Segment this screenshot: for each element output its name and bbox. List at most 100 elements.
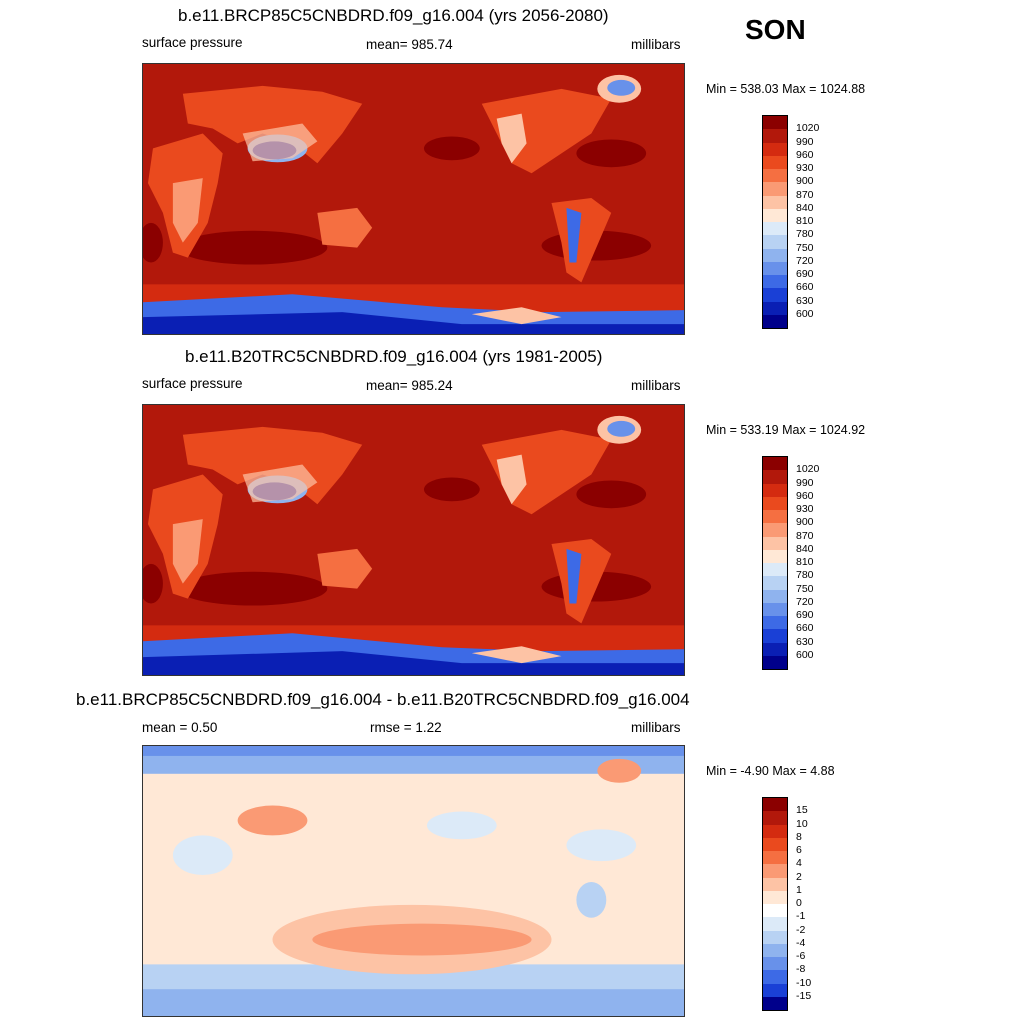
colorbar-tick-label: -15: [796, 989, 812, 1002]
colorbar-tick-label: 810: [796, 215, 814, 227]
colorbar-swatch: [763, 483, 787, 497]
colorbar-tick-label: 660: [796, 281, 814, 294]
colorbar-swatch: [763, 616, 787, 630]
colorbar-swatch: [763, 642, 787, 656]
colorbar-tick-label: 690: [796, 609, 814, 621]
colorbar-tick-label: -1: [796, 910, 806, 923]
colorbar-swatch: [763, 470, 787, 484]
colorbar-swatch: [763, 222, 787, 236]
colorbar-swatch: [763, 155, 787, 169]
map-difference: [142, 745, 685, 1017]
colorbar-tick-label: 840: [796, 201, 814, 214]
colorbar-tick-label: 1020: [796, 463, 820, 476]
colorbar-swatch: [763, 917, 787, 931]
colorbar-swatch: [763, 169, 787, 183]
colorbar-swatch: [763, 261, 787, 275]
colorbar-tick-label: -2: [796, 923, 806, 936]
minmax-label: Min = 533.19 Max = 1024.92: [706, 423, 866, 437]
field-label: surface pressure: [142, 35, 243, 50]
colorbar-tick-label: 870: [796, 188, 814, 201]
colorbar-tick-label: 2: [796, 870, 802, 883]
colorbar-swatch: [763, 824, 787, 838]
colorbar-tick-label: 4: [796, 857, 802, 870]
colorbar-swatch: [763, 904, 787, 918]
colorbar-tick-label: 930: [796, 503, 814, 515]
colorbar-swatch: [763, 248, 787, 262]
colorbar-tick-label: 15: [796, 804, 808, 817]
colorbar-swatch: [763, 602, 787, 616]
panel-title: b.e11.BRCP85C5CNBDRD.f09_g16.004 (yrs 20…: [178, 6, 609, 25]
colorbar-swatch: [763, 877, 787, 891]
colorbar-swatch: [763, 235, 787, 249]
mean-label: mean = 0.50: [142, 720, 218, 735]
colorbar-swatch: [763, 798, 787, 812]
colorbar-tick-label: 900: [796, 175, 814, 188]
colorbar-swatch: [763, 811, 787, 825]
colorbar-swatch: [763, 655, 787, 669]
colorbar-tick-label: 0: [796, 897, 802, 909]
colorbar-swatch: [763, 536, 787, 550]
colorbar-swatch: [763, 314, 787, 328]
colorbar-swatch: [763, 208, 787, 222]
colorbar-swatch: [763, 182, 787, 196]
colorbar-tick-label: 990: [796, 135, 814, 148]
colorbar-swatch: [763, 563, 787, 577]
colorbar-tick-label: 960: [796, 148, 814, 161]
colorbar-tick-label: -4: [796, 936, 806, 949]
colorbar-swatch: [763, 195, 787, 209]
colorbar-tick-label: -6: [796, 950, 806, 962]
colorbar-tick-label: 900: [796, 516, 814, 529]
colorbar-tick-label: 870: [796, 529, 814, 542]
colorbar-tick-label: 630: [796, 294, 814, 307]
colorbar-tick-label: 930: [796, 162, 814, 174]
colorbar-swatch: [763, 523, 787, 537]
mean-label: mean= 985.74: [366, 37, 453, 52]
colorbar: [762, 456, 788, 670]
colorbar-tick-label: 750: [796, 582, 814, 595]
colorbar-swatch: [763, 496, 787, 510]
minmax-label: Min = -4.90 Max = 4.88: [706, 764, 835, 778]
panel-title: b.e11.B20TRC5CNBDRD.f09_g16.004 (yrs 198…: [185, 347, 603, 366]
colorbar-tick-label: 990: [796, 476, 814, 489]
colorbar-tick-label: 810: [796, 556, 814, 568]
colorbar-swatch: [763, 864, 787, 878]
colorbar-swatch: [763, 576, 787, 590]
colorbar-swatch: [763, 996, 787, 1010]
colorbar-swatch: [763, 301, 787, 315]
colorbar-tick-label: 780: [796, 228, 814, 241]
colorbar-swatch: [763, 983, 787, 997]
units-label: millibars: [631, 378, 681, 393]
colorbar-swatch: [763, 943, 787, 957]
colorbar-swatch: [763, 129, 787, 143]
colorbar-swatch: [763, 890, 787, 904]
units-label: millibars: [631, 37, 681, 52]
colorbar-swatch: [763, 275, 787, 289]
season-label: SON: [745, 14, 806, 45]
colorbar-tick-label: 690: [796, 268, 814, 280]
colorbar-tick-label: 1020: [796, 122, 820, 135]
colorbar-swatch: [763, 629, 787, 643]
colorbar-swatch: [763, 930, 787, 944]
colorbar-swatch: [763, 288, 787, 302]
rmse-label: rmse = 1.22: [370, 720, 442, 735]
colorbar-tick-label: 840: [796, 542, 814, 555]
colorbar-tick-label: -10: [796, 976, 812, 989]
colorbar-swatch: [763, 142, 787, 156]
map-future: [142, 63, 685, 335]
colorbar-tick-label: 630: [796, 635, 814, 648]
colorbar-swatch: [763, 837, 787, 851]
units-label: millibars: [631, 720, 681, 735]
colorbar-swatch: [763, 957, 787, 971]
colorbar-swatch: [763, 851, 787, 865]
colorbar-tick-label: 10: [796, 817, 808, 830]
colorbar-tick-label: 780: [796, 569, 814, 582]
colorbar-swatch: [763, 970, 787, 984]
colorbar-swatch: [763, 549, 787, 563]
colorbar-tick-label: -8: [796, 963, 806, 976]
colorbar-tick-label: 720: [796, 595, 814, 608]
colorbar-tick-label: 750: [796, 241, 814, 254]
colorbar-swatch: [763, 457, 787, 471]
colorbar-tick-label: 960: [796, 489, 814, 502]
map-historical: [142, 404, 685, 676]
panel-title: b.e11.BRCP85C5CNBDRD.f09_g16.004 - b.e11…: [76, 690, 690, 709]
